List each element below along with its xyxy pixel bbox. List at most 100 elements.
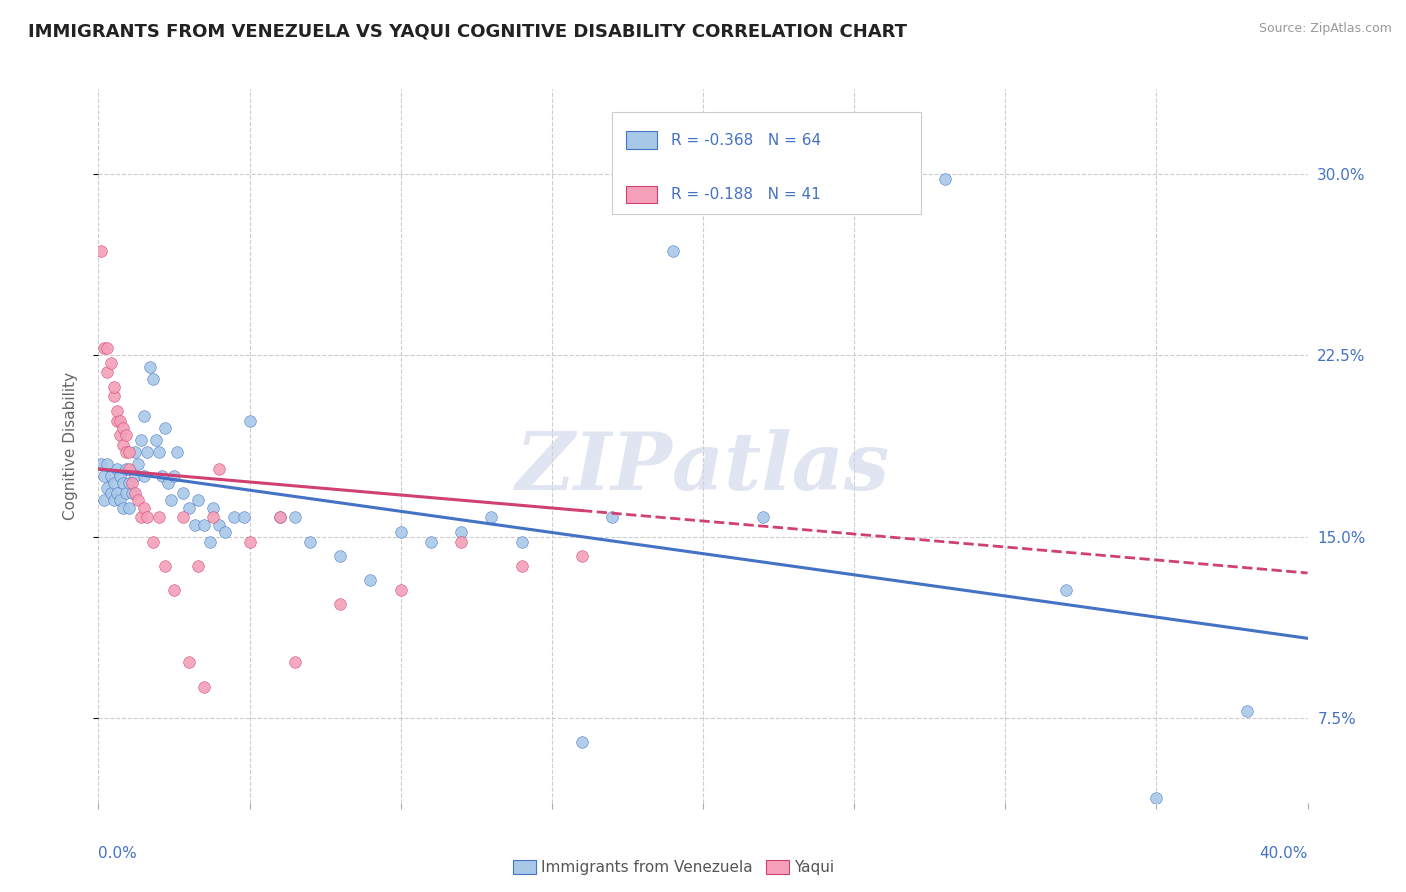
Point bbox=[142, 372, 165, 386]
Point bbox=[148, 445, 170, 459]
Point bbox=[1144, 791, 1167, 805]
Point bbox=[135, 510, 157, 524]
Point bbox=[179, 500, 201, 515]
Point bbox=[93, 341, 115, 355]
Point bbox=[132, 500, 155, 515]
Point bbox=[450, 524, 472, 539]
Text: R = -0.188   N = 41: R = -0.188 N = 41 bbox=[671, 187, 821, 202]
Point bbox=[96, 365, 118, 379]
Text: IMMIGRANTS FROM VENEZUELA VS YAQUI COGNITIVE DISABILITY CORRELATION CHART: IMMIGRANTS FROM VENEZUELA VS YAQUI COGNI… bbox=[28, 22, 907, 40]
Point bbox=[90, 457, 112, 471]
Text: Yaqui: Yaqui bbox=[794, 860, 835, 874]
Point bbox=[127, 457, 149, 471]
Point bbox=[103, 389, 125, 403]
Point bbox=[269, 510, 291, 524]
Point bbox=[184, 517, 207, 532]
Point bbox=[129, 510, 152, 524]
Point bbox=[329, 549, 352, 563]
Point bbox=[202, 500, 225, 515]
Point bbox=[752, 510, 775, 524]
Point bbox=[179, 656, 201, 670]
Point bbox=[187, 558, 209, 573]
Point bbox=[602, 510, 624, 524]
Point bbox=[105, 462, 128, 476]
Point bbox=[124, 445, 146, 459]
Text: ZIP​atlas: ZIP​atlas bbox=[516, 429, 890, 506]
Point bbox=[193, 517, 215, 532]
Point bbox=[132, 409, 155, 423]
Point bbox=[108, 414, 131, 428]
Point bbox=[124, 486, 146, 500]
Point bbox=[232, 510, 254, 524]
Point bbox=[142, 534, 165, 549]
Point bbox=[224, 510, 246, 524]
Point bbox=[510, 558, 533, 573]
Text: Immigrants from Venezuela: Immigrants from Venezuela bbox=[541, 860, 754, 874]
Point bbox=[172, 486, 194, 500]
Point bbox=[163, 469, 186, 483]
Point bbox=[269, 510, 291, 524]
Point bbox=[124, 469, 146, 483]
Point bbox=[239, 414, 262, 428]
Point bbox=[156, 476, 179, 491]
Point bbox=[114, 445, 136, 459]
Point bbox=[510, 534, 533, 549]
Point bbox=[153, 558, 176, 573]
Point bbox=[105, 414, 128, 428]
Point bbox=[100, 355, 122, 369]
Point bbox=[118, 445, 141, 459]
Point bbox=[148, 510, 170, 524]
Point bbox=[132, 469, 155, 483]
Point bbox=[208, 517, 231, 532]
Point bbox=[103, 380, 125, 394]
Point bbox=[389, 582, 412, 597]
Point bbox=[111, 476, 134, 491]
Point bbox=[389, 524, 412, 539]
Point bbox=[93, 493, 115, 508]
Point bbox=[108, 469, 131, 483]
Point bbox=[121, 486, 143, 500]
Text: R = -0.368   N = 64: R = -0.368 N = 64 bbox=[671, 133, 821, 147]
Point bbox=[329, 598, 352, 612]
Point bbox=[100, 486, 122, 500]
Point bbox=[103, 476, 125, 491]
Point bbox=[135, 445, 157, 459]
Point bbox=[450, 534, 472, 549]
Point bbox=[96, 341, 118, 355]
Point bbox=[172, 510, 194, 524]
Point bbox=[202, 510, 225, 524]
Point bbox=[90, 244, 112, 259]
Point bbox=[166, 445, 188, 459]
Point bbox=[121, 476, 143, 491]
Point bbox=[93, 469, 115, 483]
Point bbox=[127, 493, 149, 508]
Point bbox=[284, 510, 307, 524]
Point bbox=[239, 534, 262, 549]
Point bbox=[299, 534, 322, 549]
Point bbox=[100, 469, 122, 483]
Point bbox=[114, 486, 136, 500]
Point bbox=[214, 524, 236, 539]
Point bbox=[1236, 704, 1258, 718]
Point bbox=[111, 500, 134, 515]
Point bbox=[108, 428, 131, 442]
Point bbox=[284, 656, 307, 670]
Point bbox=[114, 428, 136, 442]
Point bbox=[103, 493, 125, 508]
Point bbox=[1054, 582, 1077, 597]
Point bbox=[111, 438, 134, 452]
Point bbox=[150, 469, 173, 483]
Point bbox=[96, 457, 118, 471]
Point bbox=[118, 500, 141, 515]
Point bbox=[571, 735, 593, 749]
Point bbox=[934, 171, 956, 186]
Point bbox=[145, 433, 167, 447]
Point bbox=[661, 244, 683, 259]
Y-axis label: Cognitive Disability: Cognitive Disability bbox=[63, 372, 77, 520]
Point bbox=[481, 510, 503, 524]
Point bbox=[571, 549, 593, 563]
Point bbox=[200, 534, 222, 549]
Point bbox=[139, 360, 162, 375]
Point bbox=[187, 493, 209, 508]
Text: Source: ZipAtlas.com: Source: ZipAtlas.com bbox=[1258, 22, 1392, 36]
